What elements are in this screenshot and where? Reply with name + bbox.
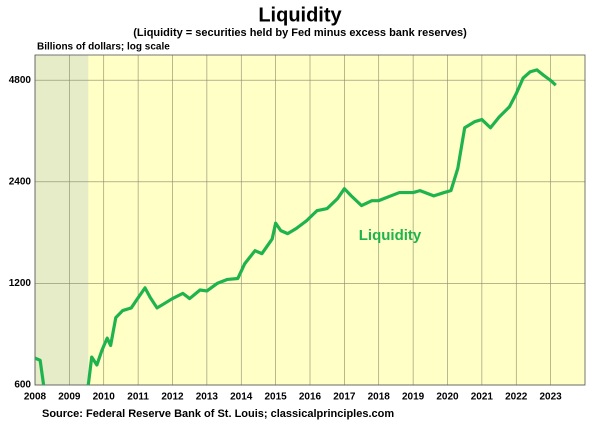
x-tick-label: 2015 (265, 392, 288, 403)
x-tick-label: 2018 (368, 392, 391, 403)
x-tick-label: 2016 (299, 392, 322, 403)
x-tick-label: 2011 (127, 392, 149, 403)
x-tick-label: 2012 (161, 392, 184, 403)
x-tick-label: 2017 (333, 392, 356, 403)
x-tick-label: 2014 (230, 392, 253, 403)
plot-border (34, 54, 586, 386)
y-tick-label: 1200 (9, 278, 32, 289)
x-tick-label: 2008 (24, 392, 47, 403)
annotation: Liquidity (359, 227, 422, 244)
source: Source: Federal Reserve Bank of St. Loui… (42, 408, 394, 420)
shaded-region (35, 55, 89, 385)
y-tick-label: 4800 (9, 75, 32, 86)
x-tick-label: 2020 (436, 392, 459, 403)
y-axis-label: Billions of dollars; log scale (37, 42, 170, 53)
x-tick-label: 2009 (58, 392, 81, 403)
x-tick-label: 2013 (196, 392, 219, 403)
data-line (35, 68, 557, 385)
chart-title: Liquidity (258, 4, 342, 26)
chart-subtitle: (Liquidity = securities held by Fed minu… (133, 27, 467, 39)
y-tick-label: 600 (14, 380, 31, 391)
x-tick-label: 2019 (402, 392, 425, 403)
x-tick-label: 2010 (93, 392, 116, 403)
y-tick-label: 2400 (9, 176, 32, 187)
x-tick-label: 2023 (540, 392, 563, 403)
x-tick-label: 2021 (471, 392, 494, 403)
x-tick-label: 2022 (505, 392, 528, 403)
